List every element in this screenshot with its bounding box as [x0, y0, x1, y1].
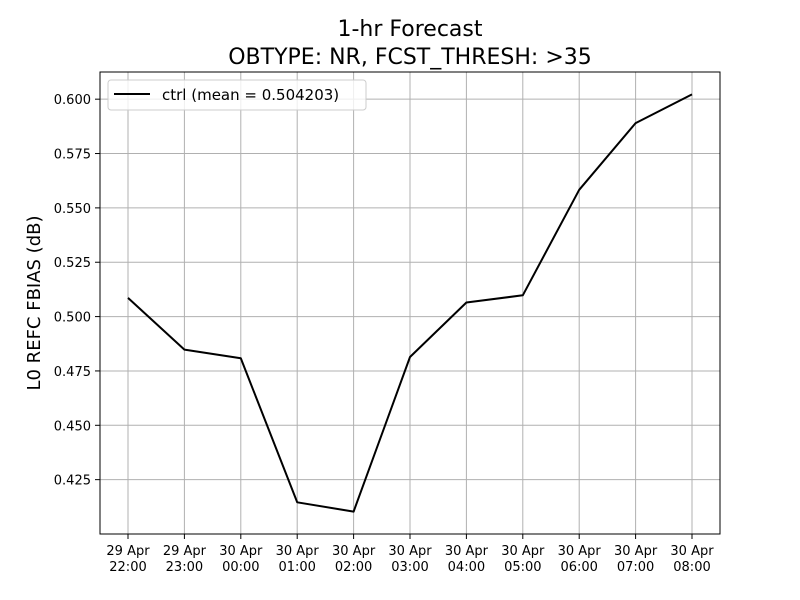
x-tick-label: 29 Apr 22:00 [106, 544, 150, 575]
y-axis-label: L0 REFC FBIAS (dB) [24, 215, 45, 390]
x-tick-label-line: 30 Apr [276, 544, 320, 559]
y-tick-label: 0.425 [54, 474, 91, 489]
x-tick-label-line: 29 Apr [106, 544, 150, 559]
series-line [127, 93, 693, 513]
legend-box [107, 79, 367, 111]
y-tick-label: 0.500 [54, 311, 91, 326]
x-tick-label-line: 29 Apr [163, 544, 207, 559]
x-tick-label-line: 30 Apr [332, 544, 376, 559]
x-tick-label-line: 30 Apr [445, 544, 489, 559]
x-tick-label: 30 Apr 04:00 [445, 544, 489, 575]
x-tick-label: 30 Apr 02:00 [332, 544, 376, 575]
x-tick-label-line: 30 Apr [501, 544, 545, 559]
x-tick-label: 29 Apr 23:00 [163, 544, 207, 575]
x-tick-label-line: 08:00 [673, 560, 710, 575]
y-tick-label: 0.475 [54, 365, 91, 380]
x-tick-label: 30 Apr 08:00 [670, 544, 714, 575]
x-tick-label-line: 06:00 [560, 560, 597, 575]
chart-title-line-2: OBTYPE: NR, FCST_THRESH: >35 [228, 45, 592, 70]
x-tick-label: 30 Apr 06:00 [558, 544, 602, 575]
chart-title-line-1: 1-hr Forecast [337, 17, 482, 42]
y-tick-label: 0.575 [54, 148, 91, 163]
x-tick-label-line: 23:00 [166, 560, 203, 575]
y-tick-label: 0.550 [54, 202, 91, 217]
x-tick-label-line: 30 Apr [614, 544, 658, 559]
legend-label: ctrl (mean = 0.504203) [162, 86, 339, 104]
x-tick-label-line: 05:00 [504, 560, 541, 575]
x-tick-label-line: 30 Apr [558, 544, 602, 559]
x-tick-label: 30 Apr 05:00 [501, 544, 545, 575]
x-tick-label: 30 Apr 03:00 [388, 544, 432, 575]
series-layer [127, 93, 693, 513]
x-tick-label: 30 Apr 07:00 [614, 544, 658, 575]
x-tick-label-line: 30 Apr [388, 544, 432, 559]
x-tick-label-line: 00:00 [222, 560, 259, 575]
x-tick-label-line: 03:00 [391, 560, 428, 575]
x-tick-label: 30 Apr 01:00 [276, 544, 320, 575]
x-tick-label-line: 07:00 [617, 560, 654, 575]
y-tick-label: 0.525 [54, 256, 91, 271]
legend: ctrl (mean = 0.504203) [107, 79, 367, 111]
grid-lines [100, 72, 720, 534]
x-tick-label-line: 30 Apr [219, 544, 263, 559]
x-tick-label-line: 04:00 [448, 560, 485, 575]
x-tick-label-line: 01:00 [278, 560, 315, 575]
x-tick-label: 30 Apr 00:00 [219, 544, 263, 575]
y-tick-label: 0.600 [54, 93, 91, 108]
x-tick-label-line: 22:00 [109, 560, 146, 575]
x-tick-label-line: 02:00 [335, 560, 372, 575]
y-tick-label: 0.450 [54, 419, 91, 434]
x-tick-label-line: 30 Apr [670, 544, 714, 559]
